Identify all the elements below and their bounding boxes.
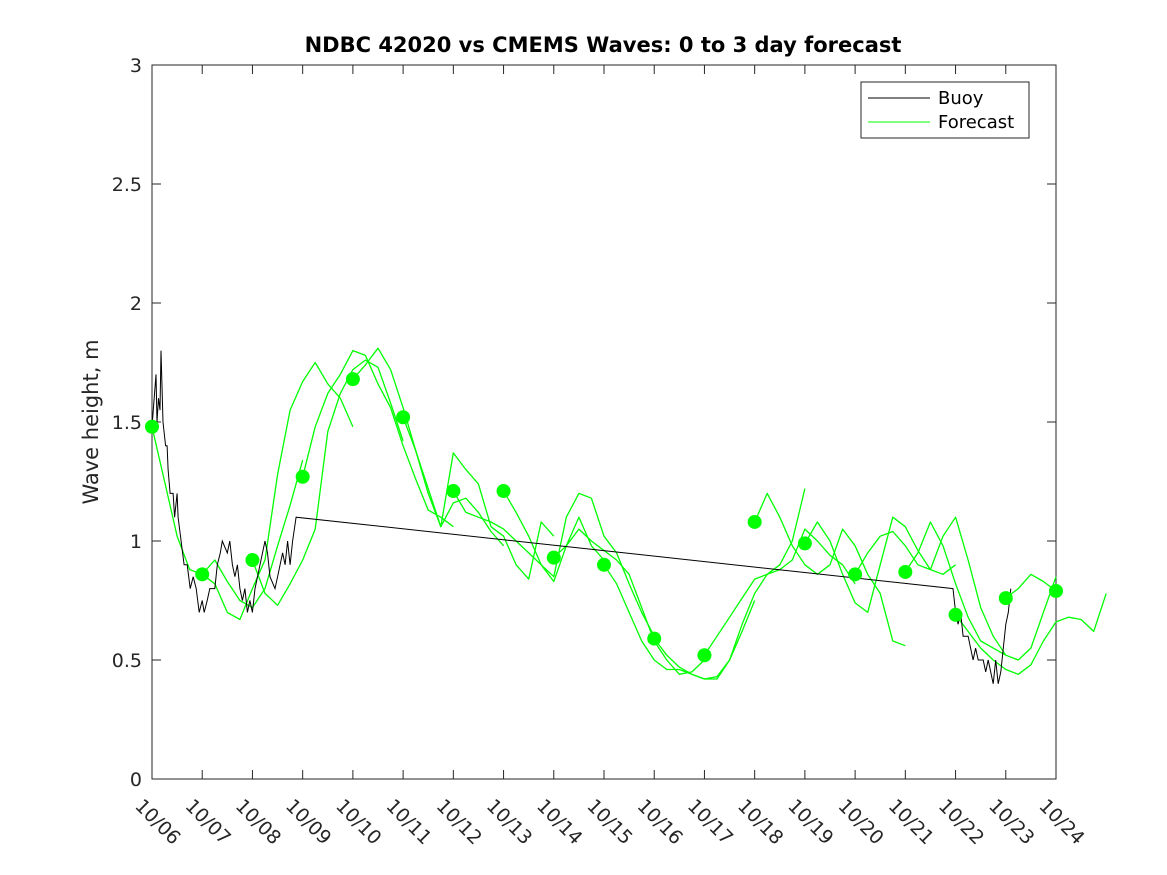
forecast-start-marker [145,419,159,434]
y-axis-label: Wave height, m [79,339,103,504]
forecast-line-11 [653,488,806,680]
forecast-start-marker [848,567,863,582]
legend: Buoy Forecast [860,81,1030,139]
y-tick-label: 1.5 [112,412,142,434]
plot-area [151,64,1057,780]
forecast-start-marker [998,591,1013,606]
buoy-line [151,350,1012,684]
chart-title: NDBC 42020 vs CMEMS Waves: 0 to 3 day fo… [305,33,902,57]
forecast-line-7 [452,490,605,583]
forecast-line-9 [553,528,705,675]
forecast-start-marker [446,484,461,499]
forecast-start-marker [747,514,762,529]
forecast-start-marker [396,410,411,425]
forecast-line-18 [1005,573,1057,599]
y-tick-label: 2 [130,293,142,315]
forecast-start-marker [697,648,712,663]
forecast-line-17 [955,593,1107,675]
forecast-start-marker [597,557,611,572]
forecast-line-13 [754,492,906,647]
forecast-line-4 [302,349,454,528]
y-tick-label: 2.5 [112,174,142,196]
forecast-start-marker [496,484,511,499]
forecast-start-marker [647,631,662,646]
y-tick-label: 0 [130,769,142,791]
legend-forecast-label: Forecast [938,112,1014,133]
forecast-line-15 [854,516,1007,656]
forecast-line-8 [503,490,655,637]
legend-buoy-label: Buoy [938,88,984,109]
forecast-start-marker [948,607,963,622]
y-tick-label: 1 [130,531,142,553]
forecast-lines [151,347,1107,680]
legend-box [860,81,1030,139]
y-tick-label: 3 [130,55,142,77]
forecast-start-marker [195,567,210,582]
forecast-line-16 [904,521,1057,661]
buoy-series-line [151,350,1012,684]
forecast-start-marker [345,372,360,387]
forecast-line-3 [251,359,404,606]
forecast-start-marker [295,469,310,484]
y-tick-label: 0.5 [112,650,142,672]
forecast-line-6 [402,416,555,580]
forecast-start-markers [145,372,1063,663]
forecast-start-marker [245,553,260,568]
forecast-start-marker [546,550,561,565]
forecast-start-marker [797,536,812,551]
forecast-line-5 [352,347,505,547]
forecast-line-2 [201,361,354,621]
forecast-line-1 [151,426,304,609]
forecast-start-marker [898,564,913,579]
plot-frame [151,64,1057,780]
forecast-start-marker [1049,583,1063,598]
